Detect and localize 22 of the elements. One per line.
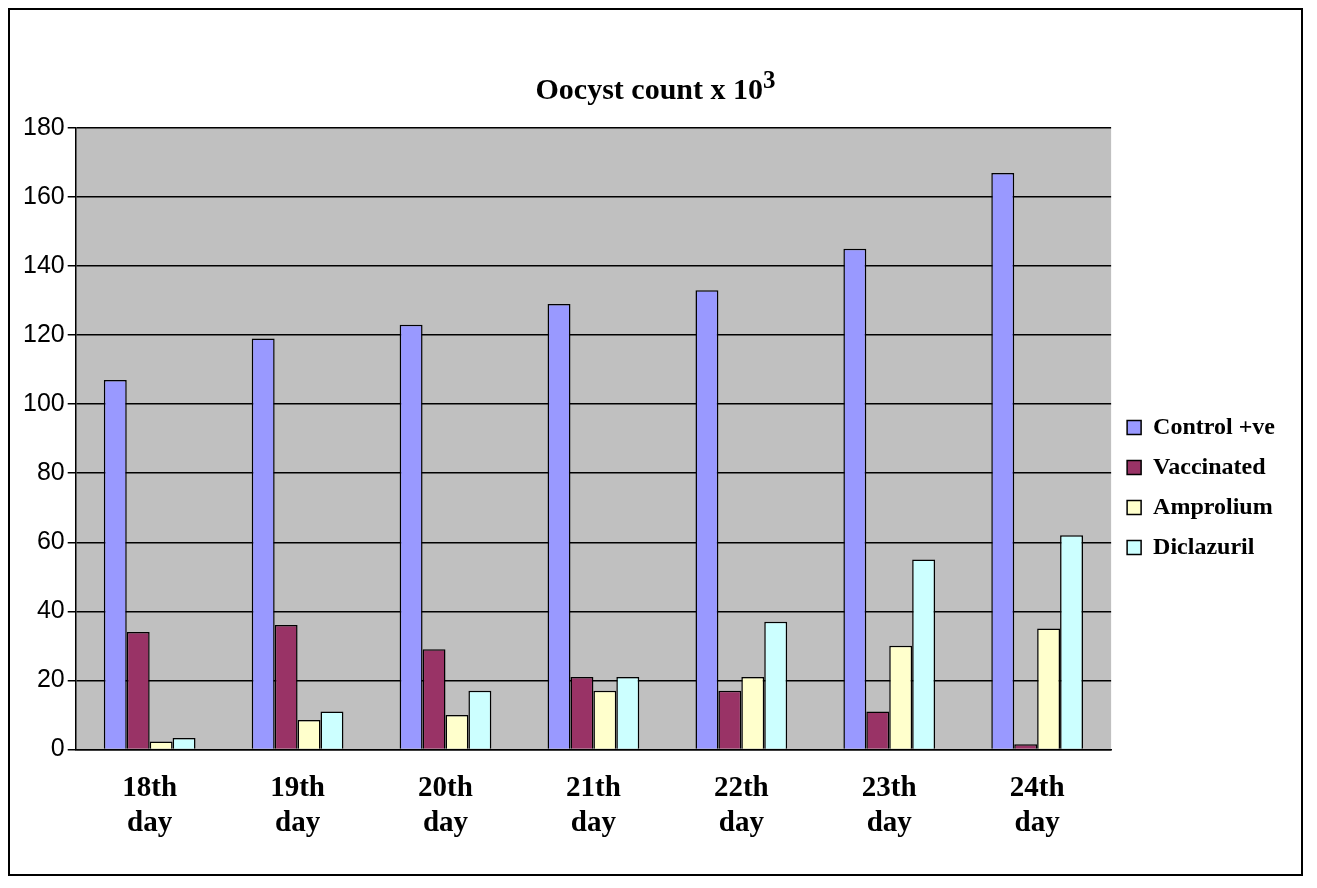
legend-label: Amprolium xyxy=(1153,492,1273,519)
legend-label: Control +ve xyxy=(1153,412,1276,439)
x-tick-label: 19th day xyxy=(270,770,325,838)
y-tick-label: 160 xyxy=(22,180,65,209)
y-tick-label: 80 xyxy=(36,457,65,486)
x-tick-label: 20th day xyxy=(418,770,473,838)
y-tick-label: 140 xyxy=(22,249,65,278)
x-tick-label: 21th day xyxy=(566,770,621,838)
y-tick-label: 100 xyxy=(22,388,65,417)
y-tick-label: 40 xyxy=(36,595,65,624)
chart-title: Oocyst count x 10$^{3}$ xyxy=(534,65,777,107)
y-tick-label: 0 xyxy=(50,733,65,762)
legend-label: Vaccinated xyxy=(1153,452,1267,479)
y-tick-label: 180 xyxy=(22,111,65,140)
x-tick-label: 22th day xyxy=(713,770,769,838)
y-tick-label: 20 xyxy=(36,664,65,693)
x-tick-label: 18th day xyxy=(122,770,178,838)
y-tick-label: 120 xyxy=(22,319,65,348)
y-tick-label: 60 xyxy=(36,526,65,555)
legend-label: Diclazuril xyxy=(1153,532,1255,559)
x-tick-label: 23th day xyxy=(861,770,917,838)
x-tick-label: 24th day xyxy=(1009,770,1065,838)
